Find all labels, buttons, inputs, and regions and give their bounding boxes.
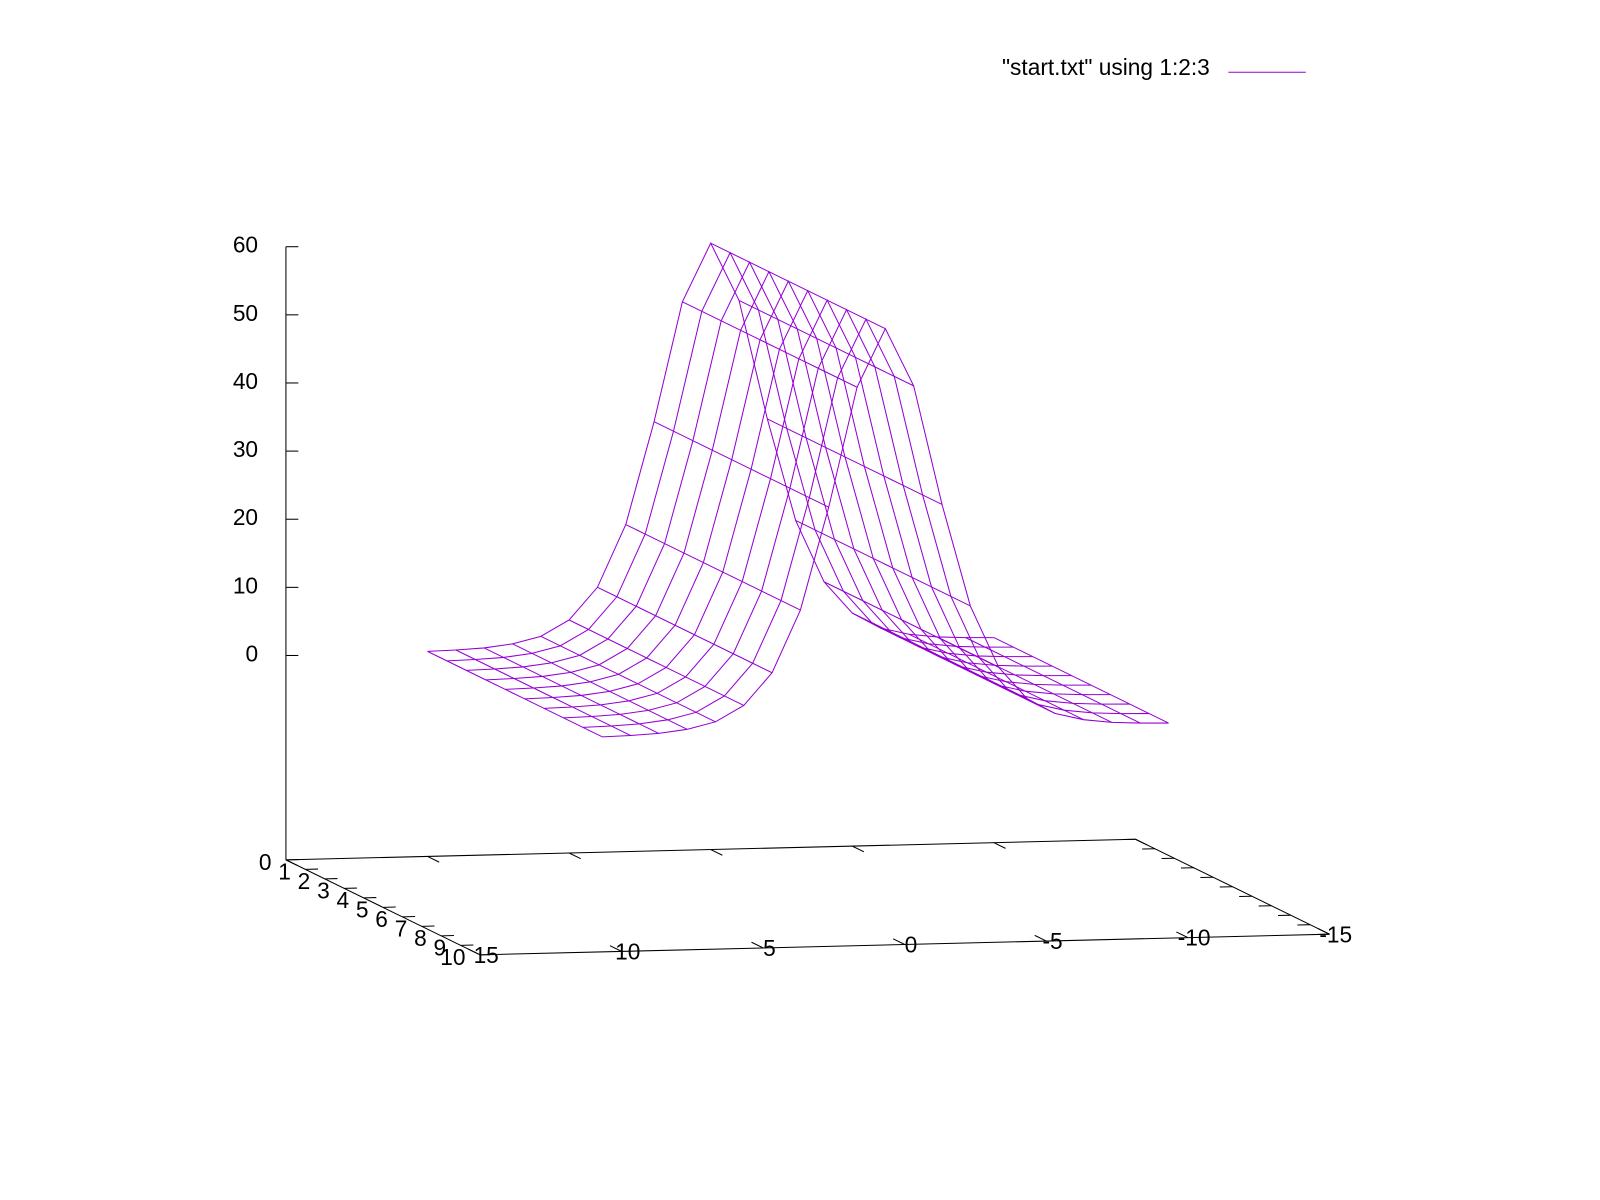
surface-column — [597, 586, 773, 674]
x-tick-label: 10 — [615, 938, 640, 964]
z-tick-label: 50 — [233, 300, 258, 326]
y-tick-label: 9 — [434, 934, 447, 960]
surface-column — [625, 524, 801, 611]
y-tick-label: 0 — [259, 849, 272, 875]
surface-row — [466, 261, 1033, 671]
surface-column — [993, 637, 1169, 724]
surface-column — [965, 637, 1141, 724]
y-tick-label: 8 — [414, 925, 427, 951]
z-tick-label: 10 — [233, 572, 258, 598]
surface-column — [483, 647, 660, 734]
x-tick-label: 5 — [763, 935, 776, 961]
y-tick-label: 2 — [298, 868, 311, 894]
y-tick-label: 3 — [317, 877, 330, 903]
surface-column — [455, 649, 631, 736]
surface-column — [795, 520, 971, 607]
z-tick-label: 30 — [233, 436, 258, 462]
surface-column — [738, 299, 914, 387]
z-tick-label: 40 — [233, 368, 258, 394]
surface-row — [446, 251, 1014, 662]
x-tick — [468, 948, 481, 956]
surface-column — [540, 635, 716, 723]
y-tick-label: 4 — [336, 887, 349, 913]
y-tick-label: 5 — [356, 896, 369, 922]
surface-column — [908, 633, 1084, 721]
x-tick — [1317, 928, 1330, 935]
x-tick — [710, 849, 723, 856]
x-tick-label: -5 — [1042, 928, 1062, 954]
surface-column — [767, 418, 943, 505]
y-tick-label: 7 — [395, 915, 408, 941]
x-tick — [1034, 934, 1047, 942]
surface-column — [682, 301, 858, 388]
surface-column — [568, 619, 745, 706]
y-tick-label: 1 — [278, 858, 291, 884]
x-tick — [1135, 838, 1148, 846]
surface-column — [710, 242, 886, 330]
x-tick — [993, 842, 1006, 849]
z-tick-label: 20 — [233, 504, 258, 530]
x-tick — [427, 855, 440, 863]
legend-label: "start.txt" using 1:2:3 — [1002, 54, 1210, 80]
z-tick-label: 60 — [233, 232, 258, 258]
x-tick — [609, 945, 622, 952]
x-tick — [751, 941, 764, 949]
surface-column — [823, 581, 999, 668]
x-tick-label: 0 — [905, 932, 918, 958]
surface-row — [427, 242, 994, 652]
x-tick — [852, 845, 865, 853]
surface-column — [427, 650, 603, 738]
surface-column — [512, 643, 688, 730]
surface-column — [880, 627, 1056, 715]
x-tick — [568, 852, 581, 860]
y-tick-label: 6 — [375, 906, 388, 932]
surface-column — [653, 421, 829, 508]
y-tick-label: 10 — [440, 944, 465, 970]
z-tick-label: 0 — [245, 640, 258, 666]
x-tick — [1176, 931, 1189, 939]
x-tick-label: -10 — [1178, 925, 1211, 951]
x-tick — [285, 859, 298, 867]
surface-column — [852, 612, 1028, 700]
x-tick — [892, 938, 906, 945]
